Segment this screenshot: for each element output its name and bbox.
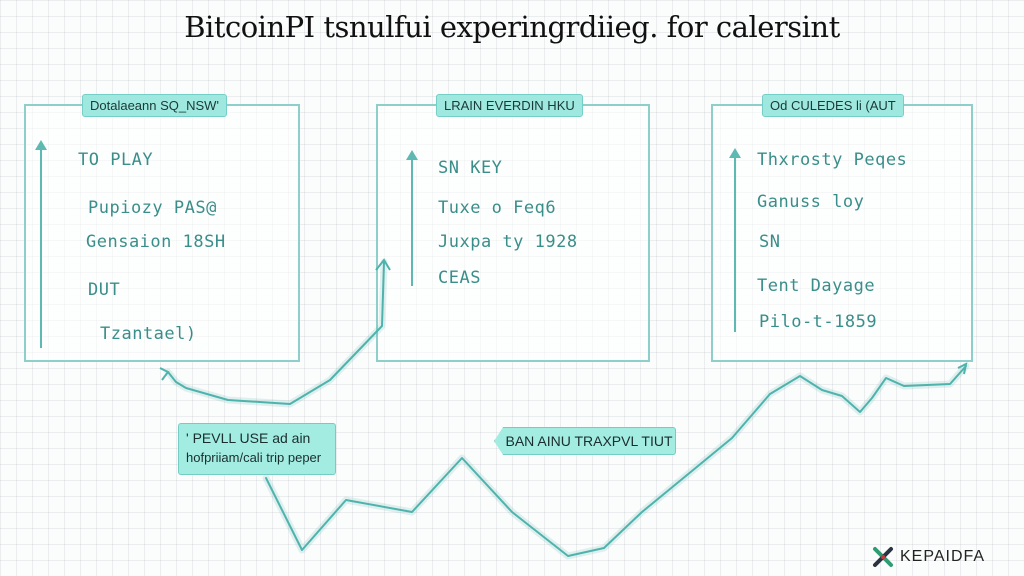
panel-left-line-5: Tzantael): [100, 324, 197, 344]
panel-right-line-5: Pilo-t-1859: [759, 312, 878, 332]
callout-middle: BAN AINU TRAXPVL TIUT: [494, 427, 676, 455]
brand-name: KEPAIDFA: [900, 548, 986, 565]
page-title: BitcoinPI tsnulfui experingrdiieg. for c…: [184, 10, 840, 44]
panel-middle-line-4: CEAS: [438, 268, 481, 288]
panel-left-line-4: DUT: [88, 280, 121, 300]
up-arrow-head-icon: [406, 150, 418, 160]
panel-right: Od CULEDES li (AUT Thxrosty Peqes Ganuss…: [711, 94, 973, 362]
panel-middle-line-2: Tuxe o Feq6: [438, 198, 557, 218]
panel-right-line-2: Ganuss loy: [757, 192, 865, 212]
panel-middle-line-3: Juxpa ty 1928: [438, 232, 578, 252]
trend-line-glow: [164, 258, 970, 560]
panel-left: Dotalaeann SQ_NSW' TO PLAY Pupiozy PAS@ …: [24, 94, 300, 362]
trend-arrow-head-icon: [375, 258, 391, 271]
panel-right-line-4: Tent Dayage: [757, 276, 876, 296]
trend-arrow-end-icon: [957, 362, 968, 375]
panel-left-line-2: Pupiozy PAS@: [88, 198, 217, 218]
callout-left: ' PEVLL USE ad ain hofpriiam/cali trip p…: [178, 423, 336, 475]
panel-right-label: Od CULEDES li (AUT: [762, 94, 904, 117]
panel-left-line-1: TO PLAY: [78, 150, 154, 170]
panel-right-line-3: SN: [759, 232, 781, 252]
up-arrow-icon: [40, 148, 42, 348]
panel-middle: LRAIN EVERDIN HKU SN KEY Tuxe o Feq6 Jux…: [376, 94, 650, 362]
panel-left-line-3: Gensaion 18SH: [86, 232, 226, 252]
panel-middle-label: LRAIN EVERDIN HKU: [436, 94, 583, 117]
up-arrow-head-icon: [35, 140, 47, 150]
callout-left-line-1: ' PEVLL USE ad ain: [186, 430, 311, 446]
callout-left-line-2: hofpriiam/cali trip peper: [186, 450, 322, 465]
panel-middle-line-1: SN KEY: [438, 158, 503, 178]
trend-arrow-tail-icon: [159, 367, 170, 381]
trend-line: [167, 261, 967, 557]
up-arrow-head-icon: [729, 148, 741, 158]
up-arrow-icon: [734, 156, 736, 332]
brand: KEPAIDFA: [872, 546, 985, 568]
panel-left-label: Dotalaeann SQ_NSW': [82, 94, 227, 117]
x-logo-icon: [873, 547, 893, 567]
up-arrow-icon: [411, 158, 413, 286]
panel-right-line-1: Thxrosty Peqes: [757, 150, 908, 170]
